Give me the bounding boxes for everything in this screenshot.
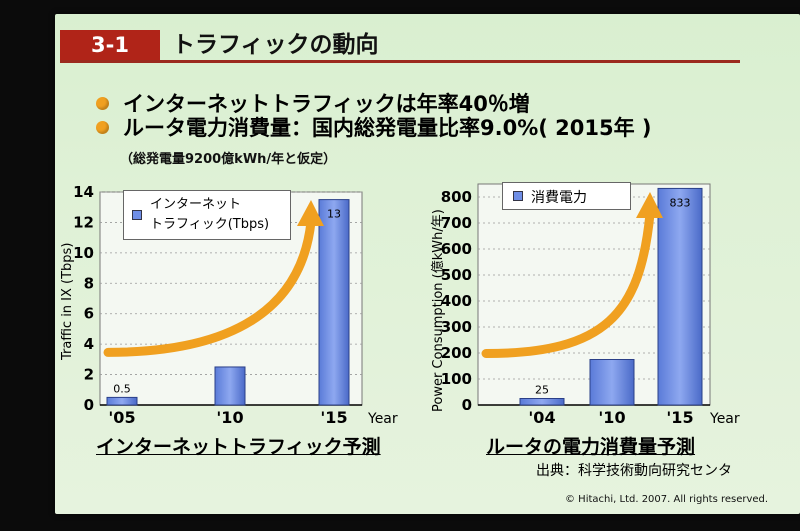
traffic-bar (106, 396, 138, 406)
power-bar (589, 359, 635, 406)
power-y-tick-label: 300 (441, 318, 472, 336)
traffic-x-tick-label: '10 (216, 408, 243, 427)
bullet-dot-icon (96, 96, 109, 110)
traffic-arrow-head (297, 200, 324, 226)
traffic-y-tick-label: 6 (84, 305, 94, 323)
power-y-tick-label: 400 (441, 292, 472, 310)
power-x-tick-label: '10 (598, 408, 625, 427)
traffic-x-tick-label: '15 (320, 408, 347, 427)
legend-line-2: トラフィック(Tbps) (150, 217, 270, 232)
power-x-tick-label: '15 (666, 408, 693, 427)
traffic-y-tick-label: 8 (84, 274, 94, 292)
traffic-y-axis-label: Traffic in IX (Tbps) (60, 242, 75, 360)
power-y-tick-label: 500 (441, 266, 472, 284)
bullet-router-power: ルータ電力消費量：国内総発電量比率9.0%( 2015年 ) (96, 112, 652, 142)
power-y-axis-label: Power Consumption (億kWh/年) (431, 209, 446, 412)
power-y-tick-label: 200 (441, 344, 472, 362)
power-arrow-head (636, 192, 663, 218)
power-chart: 0 100 200 300 400 500 600 700 800 25 '04 '10 833 '15 Y… (441, 183, 740, 427)
traffic-y-tick-label: 14 (73, 183, 94, 201)
bullet-text: ルータ電力消費量：国内総発電量比率9.0%( 2015年 ) (123, 116, 652, 140)
traffic-data-label: 0.5 (113, 382, 131, 395)
power-legend: 消費電力 (502, 182, 631, 210)
power-data-label: 833 (670, 196, 691, 209)
power-growth-arrow (481, 209, 655, 358)
bullet-text: インターネットトラフィックは年率40％増 (123, 92, 530, 116)
power-y-tick-label: 100 (441, 370, 472, 388)
bullet-dot-icon (96, 120, 109, 134)
traffic-y-tick-label: 2 (84, 366, 94, 384)
slide-number-badge: 3-1 (60, 30, 160, 60)
power-bar (519, 398, 565, 406)
power-bar (657, 187, 703, 406)
legend-text: 消費電力 (531, 190, 587, 206)
traffic-data-label: 13 (327, 208, 341, 221)
traffic-x-axis-label: Year (367, 411, 398, 427)
assumption-note: （総発電量9200億kWh/年と仮定） (120, 152, 337, 167)
traffic-growth-arrow (103, 217, 316, 357)
traffic-y-tick-label: 4 (84, 335, 94, 353)
power-y-tick-label: 600 (441, 240, 472, 258)
legend-text: インターネット トラフィック(Tbps) (150, 195, 269, 235)
power-data-label: 25 (535, 384, 549, 397)
title-divider (60, 60, 740, 63)
power-y-tick-label: 800 (441, 188, 472, 206)
legend-swatch (513, 191, 523, 201)
power-chart-title: ルータの電力消費量予測 (486, 436, 696, 458)
power-x-axis-label: Year (709, 411, 740, 427)
slide-title: トラフィックの動向 (172, 32, 379, 58)
power-y-tick-label: 0 (462, 396, 472, 414)
traffic-legend: インターネット トラフィック(Tbps) (123, 190, 291, 240)
traffic-chart-title: インターネットトラフィック予測 (96, 436, 381, 458)
traffic-bar (214, 366, 246, 406)
legend-swatch (132, 210, 142, 220)
traffic-y-tick-label: 10 (73, 244, 94, 262)
traffic-bar (318, 199, 350, 406)
copyright-text: © Hitachi, Ltd. 2007. All rights reserve… (565, 494, 769, 505)
traffic-x-tick-label: '05 (108, 408, 135, 427)
bullet-traffic-growth: インターネットトラフィックは年率40％増 (96, 88, 530, 118)
power-x-tick-label: '04 (528, 408, 555, 427)
traffic-y-tick-label: 12 (73, 213, 94, 231)
traffic-y-tick-label: 0 (84, 396, 94, 414)
power-y-tick-label: 700 (441, 214, 472, 232)
source-note: 出典：科学技術動向研究センタ (536, 463, 732, 479)
legend-line-1: インターネット (150, 197, 242, 212)
